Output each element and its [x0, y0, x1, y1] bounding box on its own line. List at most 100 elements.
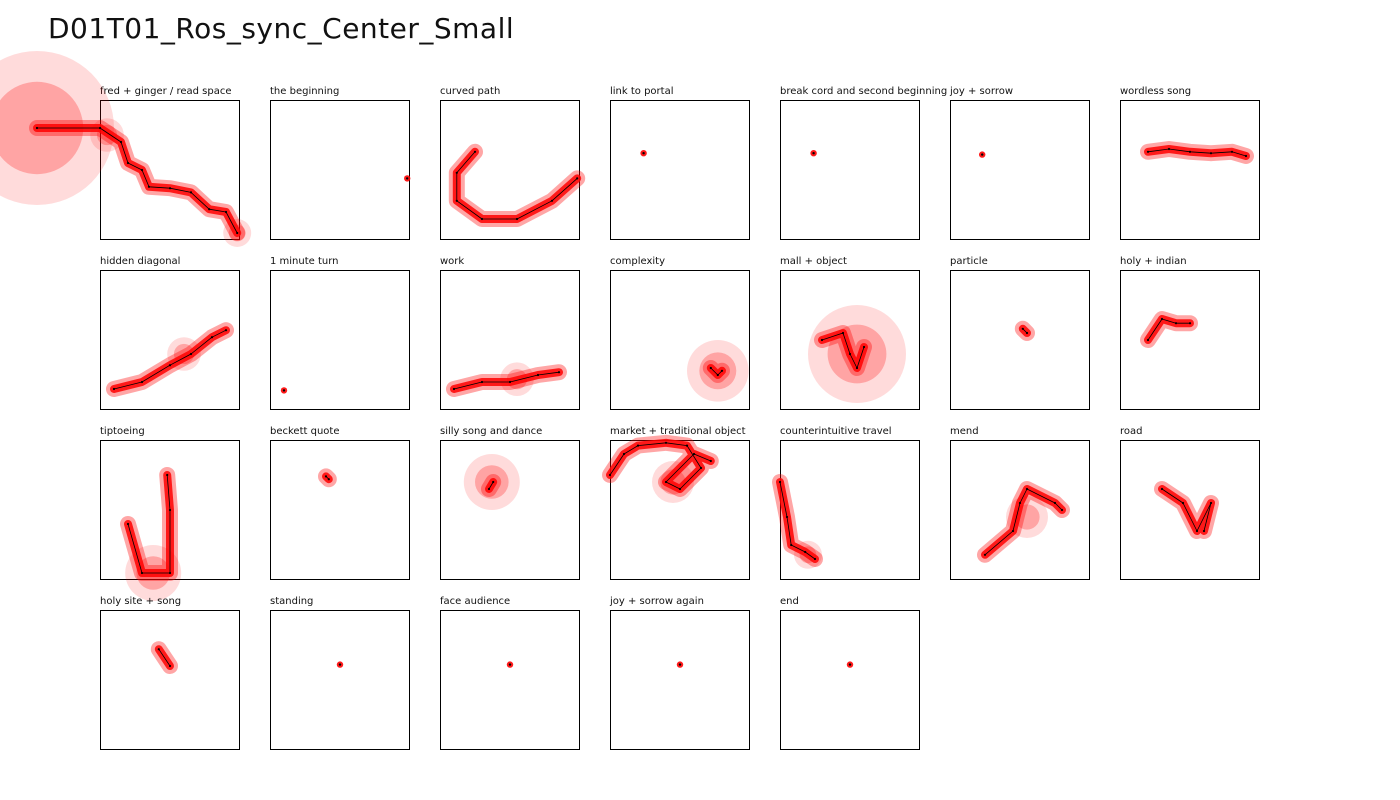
position-point — [1167, 147, 1171, 151]
position-point — [576, 177, 579, 180]
panel-label: the beginning — [270, 86, 340, 97]
panel-label: standing — [270, 596, 314, 607]
plot-frame — [780, 440, 920, 580]
plot-frame — [1120, 270, 1260, 410]
panel-plot — [610, 610, 750, 750]
panel-plot — [440, 440, 580, 580]
panel-label: end — [780, 596, 799, 607]
position-point — [452, 387, 456, 391]
position-point — [678, 663, 682, 666]
panel-plot — [772, 440, 920, 580]
position-point — [1018, 501, 1022, 505]
position-point — [508, 380, 512, 384]
position-point — [224, 210, 228, 214]
trajectory-line — [1147, 148, 1247, 157]
panel-plot — [100, 270, 240, 410]
position-point — [189, 352, 193, 356]
position-point — [210, 336, 214, 339]
position-point — [1025, 487, 1029, 491]
plot-frame — [440, 440, 580, 580]
panel-plot — [100, 610, 240, 750]
position-point — [480, 380, 484, 384]
plot-frame — [950, 100, 1090, 240]
position-point — [515, 217, 519, 221]
position-point — [508, 663, 512, 666]
position-point — [813, 557, 817, 561]
position-point — [841, 331, 845, 335]
panel-plot — [610, 270, 750, 410]
panel-plot — [270, 100, 411, 240]
position-point — [1160, 487, 1164, 491]
plot-frame — [780, 610, 920, 750]
plot-frame — [270, 440, 410, 580]
position-point — [699, 466, 703, 470]
position-point — [473, 150, 477, 153]
density-halo — [808, 305, 906, 403]
panel-label: fred + ginger / read space — [100, 86, 232, 97]
position-point — [487, 487, 491, 491]
trajectory-line — [609, 442, 712, 490]
position-point — [406, 177, 409, 180]
position-point — [678, 487, 682, 491]
position-point — [1053, 501, 1057, 505]
position-point — [208, 208, 211, 211]
position-point — [236, 231, 239, 235]
position-point — [140, 380, 144, 384]
position-point — [716, 373, 719, 377]
panel-plot — [1120, 270, 1260, 410]
position-point — [848, 352, 852, 356]
plot-frame — [610, 270, 750, 410]
panel-plot — [100, 440, 240, 601]
position-point — [720, 369, 724, 372]
position-point — [1188, 322, 1192, 325]
position-point — [140, 571, 144, 575]
panel-plot — [950, 270, 1090, 410]
position-point — [862, 345, 866, 349]
position-point — [324, 475, 328, 478]
position-point — [112, 387, 116, 391]
page-title: D01T01_Ros_sync_Center_Small — [48, 12, 515, 45]
panel-label: hidden diagonal — [100, 256, 181, 267]
position-point — [790, 543, 793, 547]
panel-label: link to portal — [610, 86, 674, 97]
panel-plot — [1120, 100, 1260, 240]
panel-plot — [270, 440, 410, 580]
position-point — [1021, 327, 1024, 330]
panel-label: beckett quote — [270, 426, 340, 437]
position-point — [709, 459, 712, 463]
position-point — [664, 480, 668, 484]
trajectory-line — [1147, 318, 1191, 341]
position-point — [1146, 338, 1150, 342]
position-point — [338, 663, 342, 666]
position-point — [455, 199, 458, 202]
plot-frame — [270, 610, 410, 750]
position-point — [848, 663, 852, 666]
position-point — [855, 366, 859, 370]
position-point — [35, 126, 39, 130]
position-point — [642, 152, 645, 155]
plot-frame — [950, 270, 1090, 410]
panel-label: silly song and dance — [440, 426, 543, 437]
position-point — [168, 187, 172, 190]
position-point — [157, 648, 160, 651]
position-point — [168, 364, 172, 367]
position-point — [536, 373, 540, 377]
position-point — [1174, 322, 1178, 325]
position-point — [1230, 150, 1234, 153]
plot-frame — [610, 100, 750, 240]
panel-label: tiptoeing — [100, 426, 145, 437]
position-point — [1160, 317, 1164, 321]
panel-label: face audience — [440, 596, 511, 607]
panel-plot — [270, 610, 410, 750]
panel-label: complexity — [610, 256, 665, 267]
panel-plot — [1120, 440, 1260, 580]
position-point — [1202, 529, 1206, 533]
panel-plot — [780, 100, 920, 240]
panel-label: joy + sorrow again — [610, 596, 704, 607]
panel-label: counterintuitive travel — [780, 426, 892, 437]
position-point — [608, 473, 612, 477]
panel-label: mall + object — [780, 256, 847, 267]
position-point — [168, 664, 172, 668]
position-point — [1146, 150, 1150, 153]
